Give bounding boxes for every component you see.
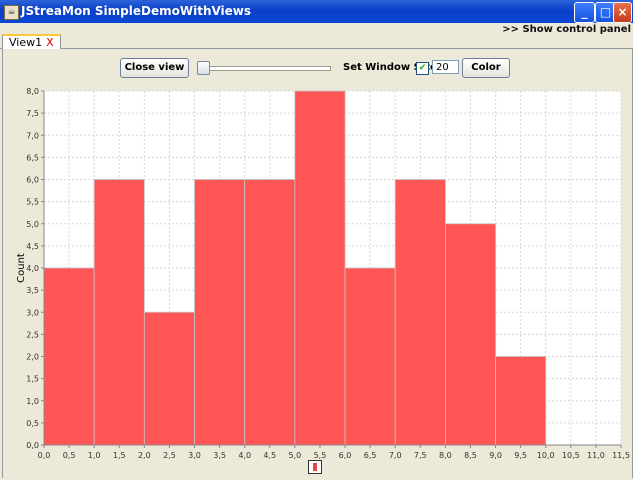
tab-view1-label: View1 [9,36,43,49]
window-size-checkbox[interactable]: ✔ [416,62,429,75]
view-panel [2,49,633,478]
tab-view1[interactable]: View1 X [2,34,61,50]
close-view-button[interactable]: Close view [120,58,189,78]
window-size-input[interactable]: 20 [432,60,459,74]
window-size-slider[interactable] [197,61,331,75]
tab-strip: View1 X [0,34,633,50]
color-button[interactable]: Color [462,58,510,78]
tab-close-icon[interactable]: X [46,36,54,49]
minimize-button[interactable]: _ [574,2,595,23]
title-bar[interactable]: ☕ JStreaMon SimpleDemoWithViews _ □ × [0,0,633,23]
slider-track [197,66,331,71]
window-title: JStreaMon SimpleDemoWithViews [21,4,252,18]
java-app-icon: ☕ [4,5,19,20]
slider-thumb[interactable] [197,61,210,75]
close-button[interactable]: × [613,2,632,23]
scroll-indicator-mark [313,463,317,471]
show-control-panel-link[interactable]: >> Show control panel [502,24,631,35]
view-scroll-indicator[interactable] [308,460,322,474]
set-window-size-label: Set Window Size [343,62,437,73]
